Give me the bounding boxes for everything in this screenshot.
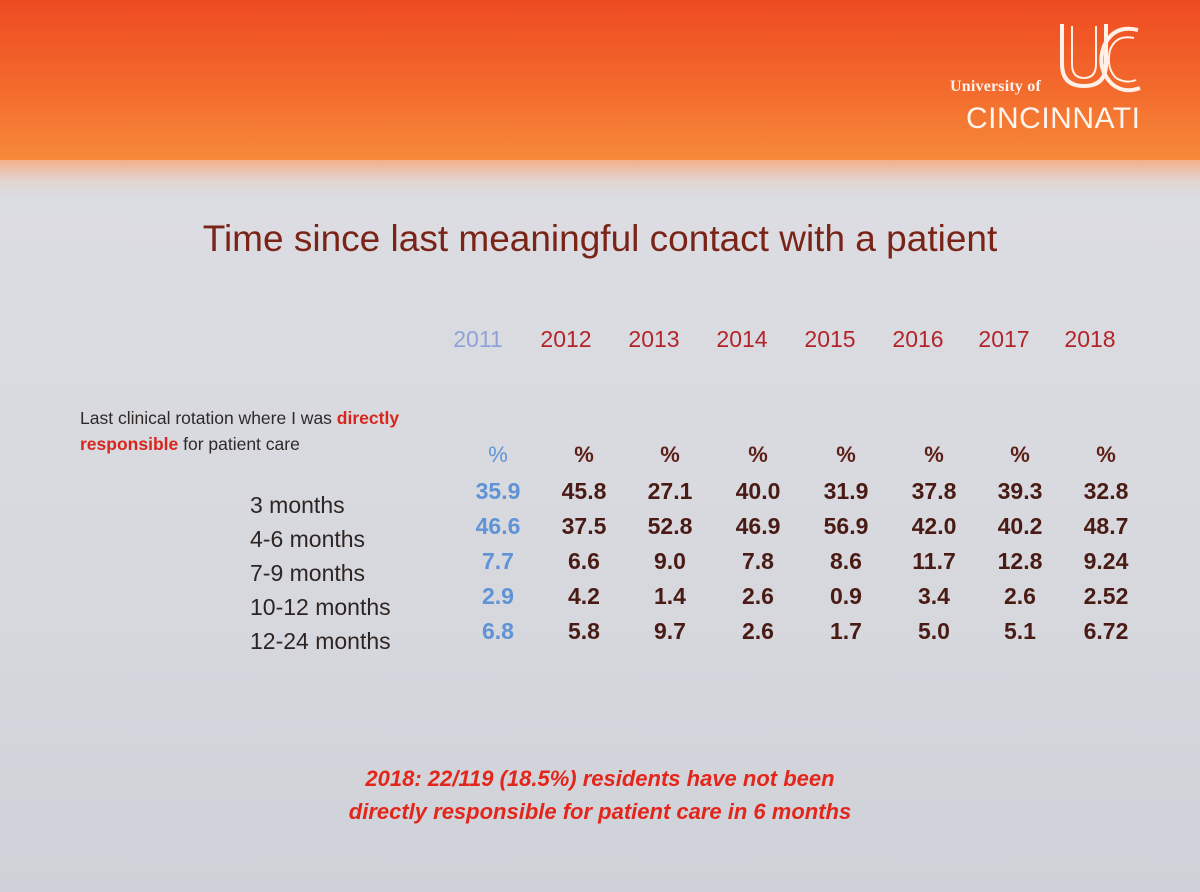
row-label: 12-24 months (250, 628, 391, 654)
table-cell: 2.9 (482, 583, 514, 609)
table-cell: 31.9 (823, 478, 869, 504)
header-fade (0, 160, 1200, 196)
table-cell: 9.0 (654, 548, 686, 574)
table-cell: 48.7 (1083, 513, 1129, 539)
unit-2017: % (1010, 442, 1030, 467)
unit-2014: % (748, 442, 768, 467)
year-header-2016: 2016 (892, 326, 944, 352)
year-header-2013: 2013 (628, 326, 680, 352)
table-cell: 46.9 (735, 513, 781, 539)
slide-body (0, 196, 1200, 892)
footnote-line-2: directly responsible for patient care in… (348, 799, 852, 824)
footnote-line-1: 2018: 22/119 (18.5%) residents have not … (365, 766, 835, 791)
table-cell: 40.0 (735, 478, 781, 504)
table-cell: 5.1 (1004, 618, 1036, 644)
table-cell: 37.5 (561, 513, 607, 539)
unit-2013: % (660, 442, 680, 467)
row-description: Last clinical rotation where I was direc… (80, 405, 440, 457)
unit-2016: % (924, 442, 944, 467)
table-cell: 6.72 (1083, 618, 1129, 644)
table-cell: 8.6 (830, 548, 862, 574)
table-cell: 4.2 (568, 583, 600, 609)
table-cell: 11.7 (912, 548, 956, 574)
year-header-2015: 2015 (804, 326, 856, 352)
year-header-2018: 2018 (1064, 326, 1116, 352)
table-cell: 32.8 (1083, 478, 1129, 504)
uc-monogram-icon (1060, 24, 1141, 93)
slide-header-bar (0, 0, 1200, 160)
description-part1: Last clinical rotation where I was (80, 408, 337, 428)
table-cell: 42.0 (911, 513, 957, 539)
university-logo: University of CINCINNATI (950, 20, 1180, 140)
row-label: 7-9 months (250, 560, 366, 586)
year-header-2011: 2011 (453, 326, 503, 352)
table-cell: 37.8 (911, 478, 957, 504)
row-label: 10-12 months (250, 594, 391, 620)
unit-2015: % (836, 442, 856, 467)
description-part2: for patient care (178, 434, 300, 454)
table-cell: 6.6 (568, 548, 600, 574)
table-cell: 1.7 (830, 618, 862, 644)
table-cell: 12.8 (997, 548, 1043, 574)
slide-title: Time since last meaningful contact with … (202, 218, 998, 259)
year-header-2017: 2017 (978, 326, 1030, 352)
table-cell: 0.9 (830, 583, 862, 609)
logo-name: CINCINNATI (966, 102, 1141, 135)
table-cell: 45.8 (561, 478, 607, 504)
row-label: 3 months (250, 492, 345, 518)
unit-2012: % (574, 442, 594, 467)
table-cell: 5.8 (568, 618, 600, 644)
table-cell: 6.8 (482, 618, 514, 644)
table-cell: 2.6 (742, 583, 774, 609)
table-cell: 2.6 (1004, 583, 1036, 609)
logo-university-of: University of (950, 78, 1042, 95)
table-cell: 35.9 (475, 478, 521, 504)
table-cell: 7.7 (482, 548, 514, 574)
unit-2011: % (488, 442, 508, 467)
table-cell: 40.2 (997, 513, 1043, 539)
year-header-2012: 2012 (540, 326, 592, 352)
table-cell: 7.8 (742, 548, 774, 574)
table-cell: 2.6 (742, 618, 774, 644)
year-header-2014: 2014 (716, 326, 768, 352)
table-cell: 5.0 (918, 618, 950, 644)
footnote: 2018: 22/119 (18.5%) residents have not … (0, 762, 1200, 828)
table-cell: 2.52 (1083, 583, 1129, 609)
table-cell: 3.4 (918, 583, 950, 609)
table-cell: 1.4 (654, 583, 686, 609)
table-cell: 9.24 (1083, 548, 1129, 574)
description-bold: directly responsible (80, 408, 400, 454)
table-cell: 46.6 (475, 513, 521, 539)
table-cell: 27.1 (647, 478, 693, 504)
unit-2018: % (1096, 442, 1116, 467)
table-cell: 39.3 (997, 478, 1043, 504)
table-cell: 9.7 (654, 618, 686, 644)
table-cell: 56.9 (823, 513, 869, 539)
table-cell: 52.8 (647, 513, 693, 539)
row-label: 4-6 months (250, 526, 366, 552)
